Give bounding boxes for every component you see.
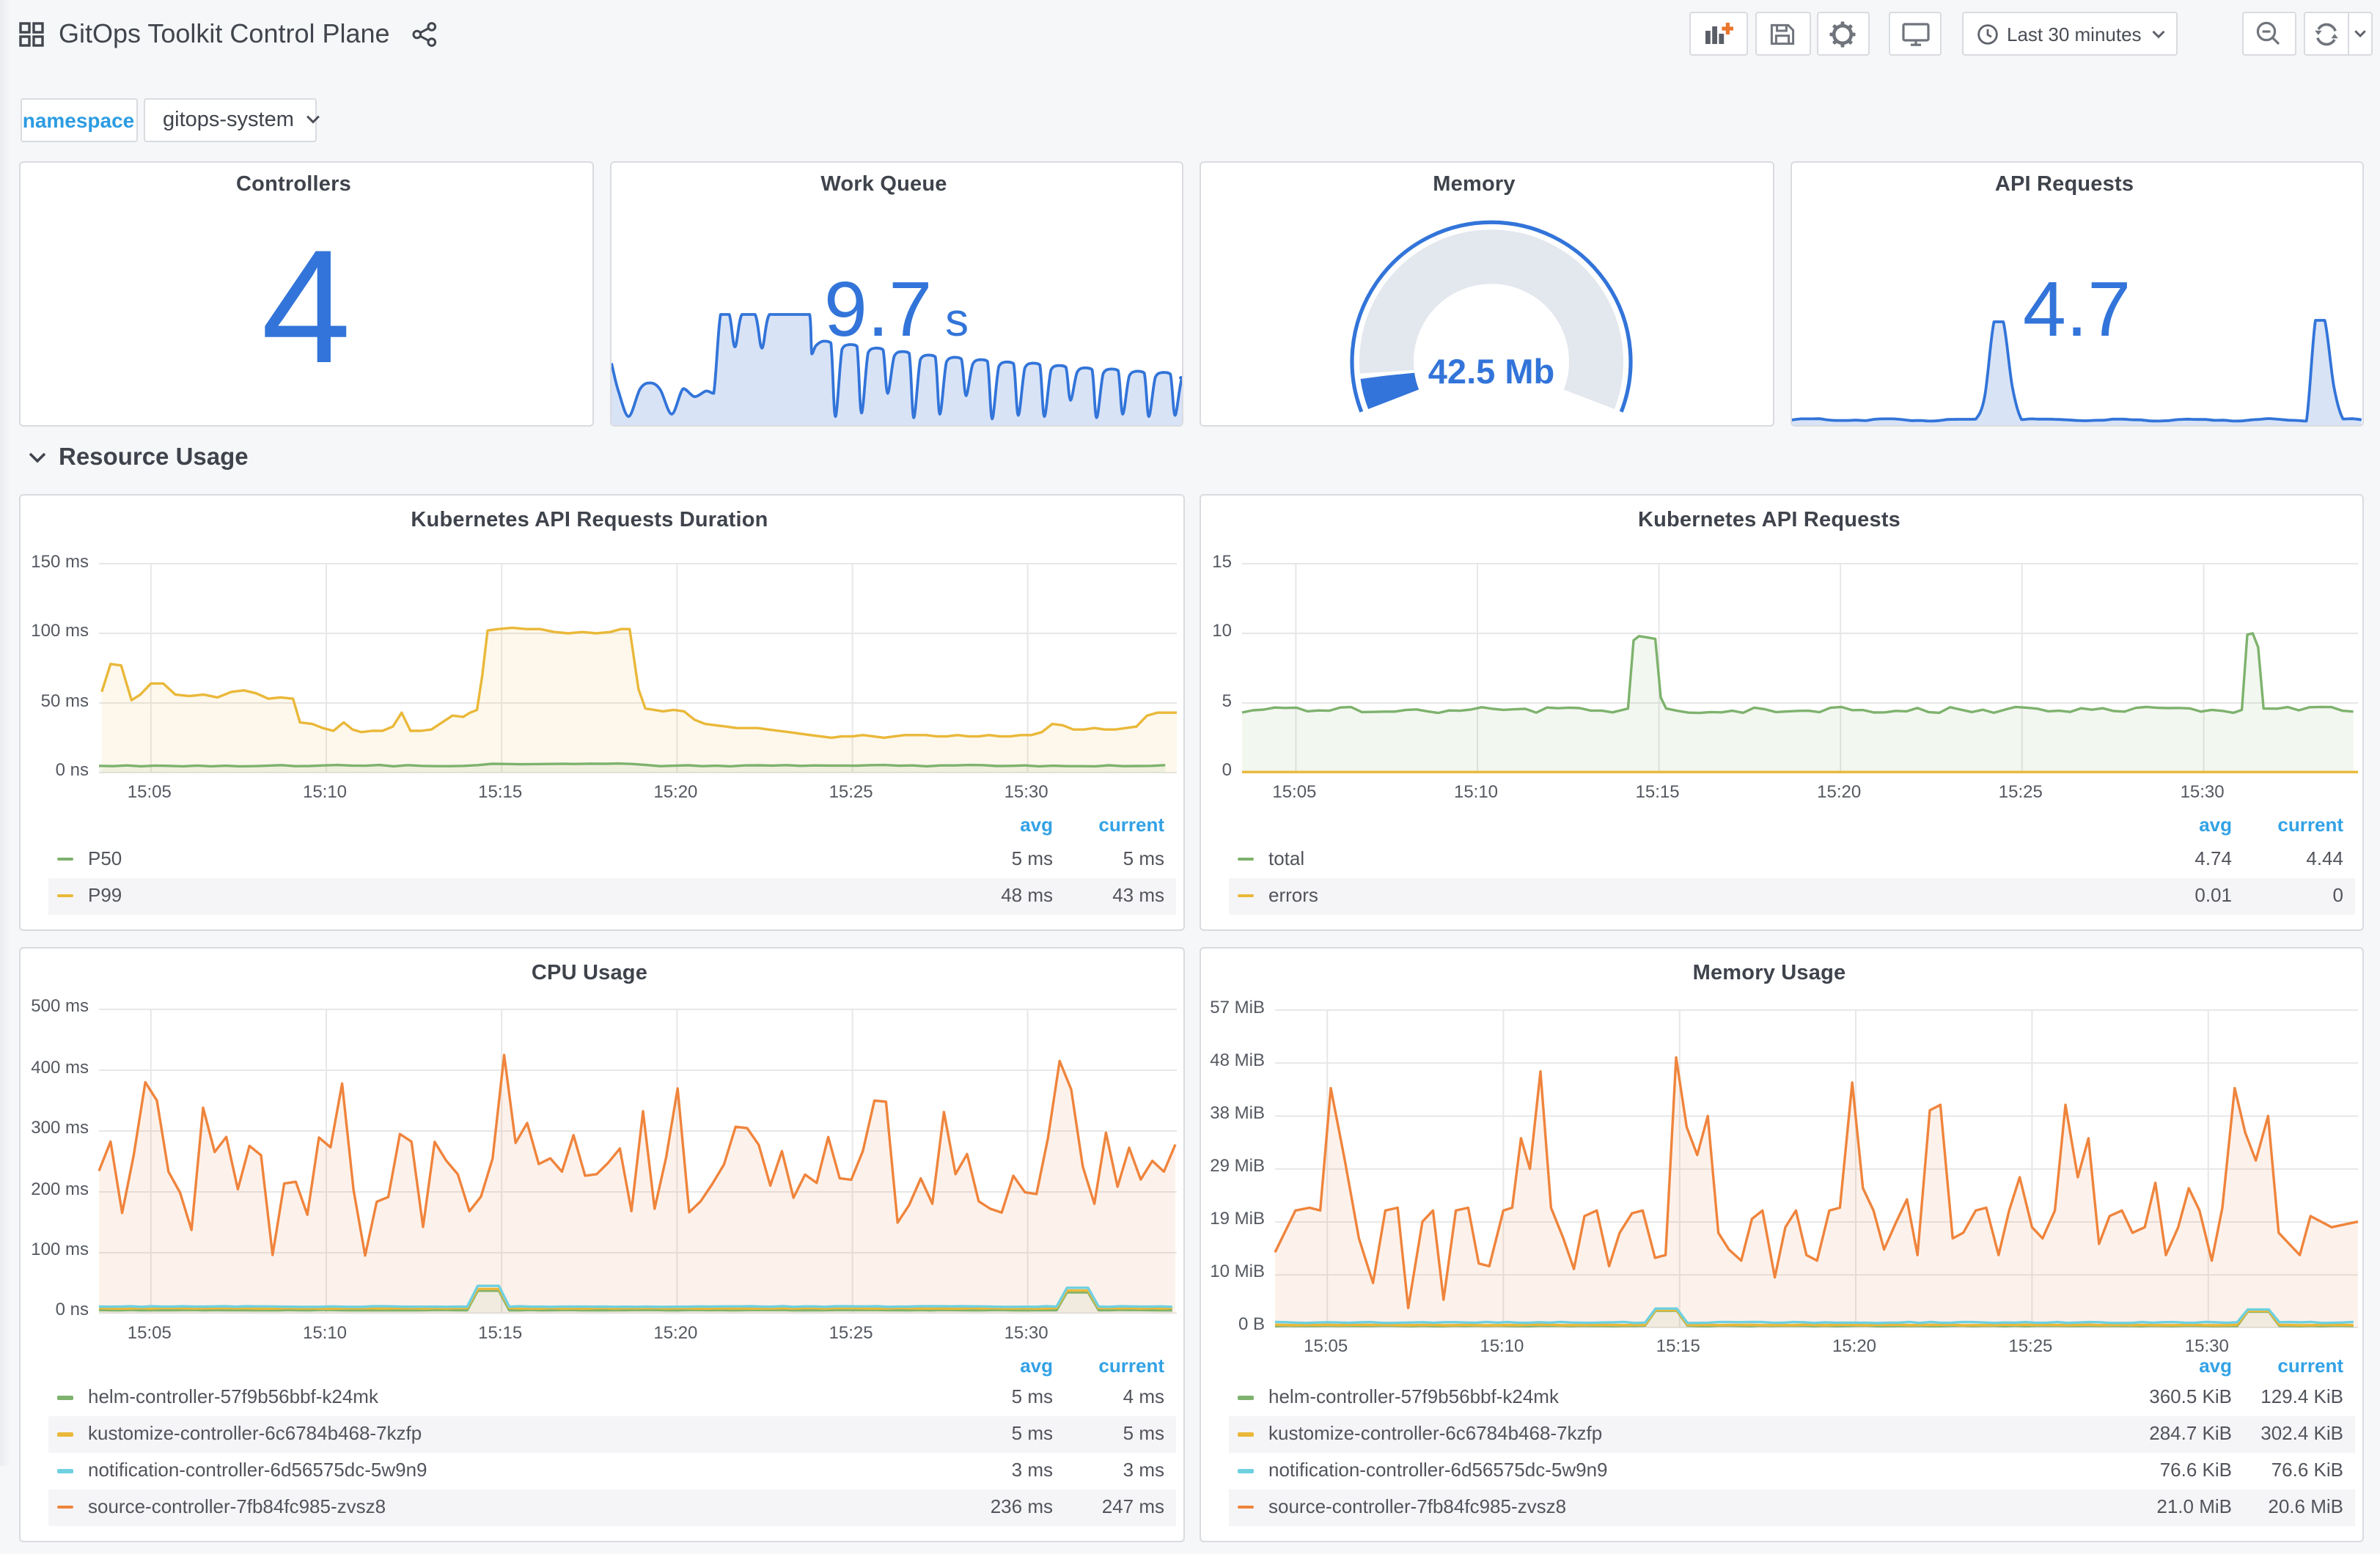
svg-text:42.5 Mb: 42.5 Mb [1428,351,1554,390]
